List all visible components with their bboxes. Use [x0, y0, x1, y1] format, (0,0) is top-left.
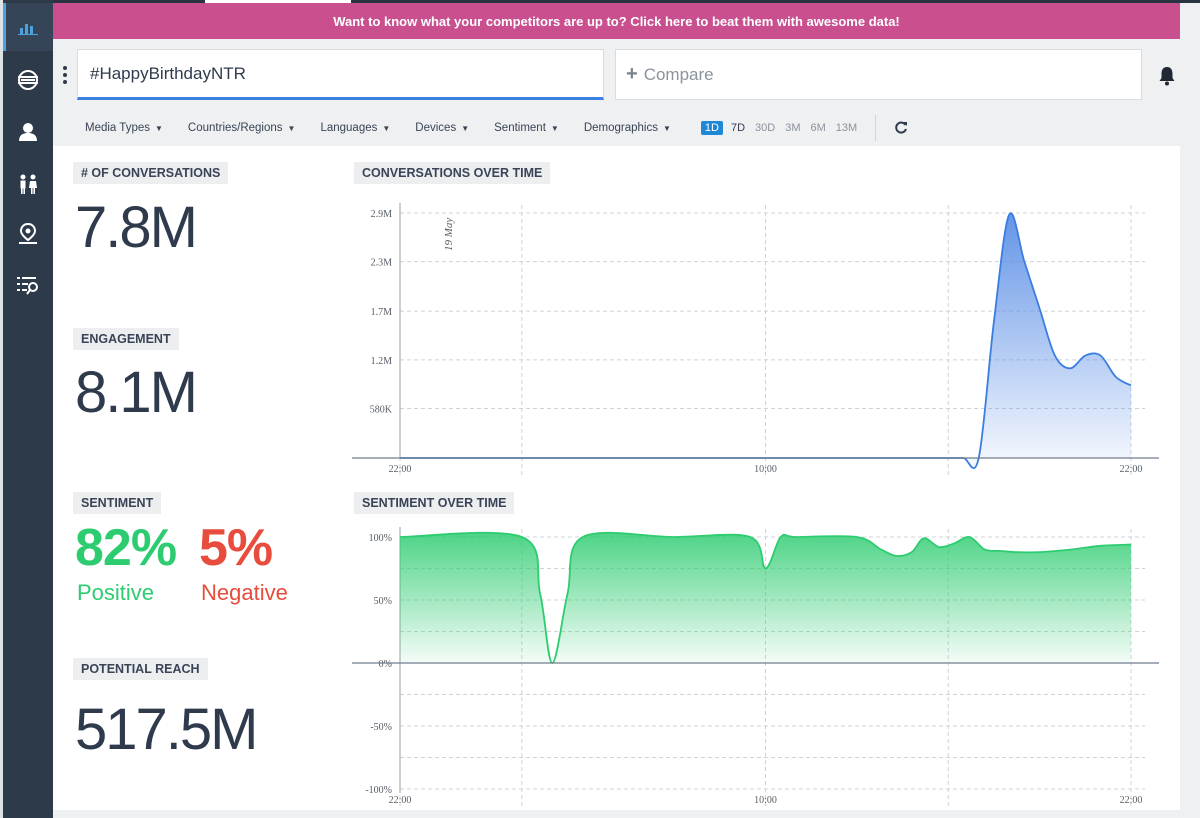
caret-down-icon: ▼ — [461, 123, 470, 133]
filter-devices[interactable]: Devices ▼ — [415, 122, 469, 134]
conversations-chart: 580K 1.2M 1.7M 2.3M 2.9M 22:00 10:00 22:00 19 Ma… — [352, 203, 1159, 476]
caret-down-icon: ▼ — [662, 123, 671, 133]
filter-label: Media Types — [85, 122, 150, 134]
sidebar-item-search-list[interactable] — [3, 261, 53, 309]
engagement-label: ENGAGEMENT — [73, 328, 179, 350]
y-tick-label: 2.3M — [371, 258, 393, 269]
filter-label: Countries/Regions — [187, 122, 283, 134]
filter-label: Languages — [320, 122, 378, 134]
x-tick-label: 10:00 — [754, 795, 777, 806]
location-icon — [19, 223, 37, 244]
y-tick-label: -50% — [370, 722, 392, 733]
series-area — [400, 213, 1131, 469]
conversations-chart-title: CONVERSATIONS OVER TIME — [354, 162, 551, 184]
caret-down-icon: ▼ — [382, 123, 391, 133]
bar-chart-icon — [18, 24, 38, 35]
plus-icon: + — [626, 63, 638, 85]
active-tab-indicator — [205, 0, 351, 3]
dashboard-panel: # OF CONVERSATIONS 7.8M ENGAGEMENT 8.1M … — [53, 146, 1180, 810]
window-top-border — [0, 0, 1200, 3]
filter-sentiment[interactable]: Sentiment ▼ — [494, 122, 559, 134]
compare-input[interactable]: + Compare — [615, 49, 1142, 100]
y-tick-label: 2.9M — [371, 209, 393, 220]
y-tick-label: 50% — [374, 596, 392, 607]
caret-down-icon: ▼ — [550, 123, 559, 133]
caret-down-icon: ▼ — [287, 123, 296, 133]
bell-icon[interactable] — [1158, 66, 1176, 86]
engagement-value: 8.1M — [75, 360, 198, 425]
y-tick-label: 580K — [370, 404, 393, 415]
sidebar — [0, 0, 53, 818]
globe-icon — [18, 70, 38, 90]
x-tick-label: 22:00 — [389, 795, 412, 806]
more-options-icon[interactable] — [62, 66, 68, 84]
filter-bar: Media Types ▼ Countries/Regions ▼ Language… — [53, 112, 1180, 144]
series-line — [399, 531, 1132, 664]
promo-banner[interactable]: Want to know what your competitors are u… — [53, 3, 1180, 39]
filter-label: Sentiment — [494, 122, 546, 134]
sidebar-item-audience[interactable] — [3, 108, 53, 156]
sidebar-item-demographics[interactable] — [3, 160, 53, 208]
sidebar-item-overview[interactable] — [3, 3, 53, 51]
x-tick-label: 22:00 — [1120, 795, 1143, 806]
reach-value: 517.5M — [75, 697, 258, 762]
filter-media-types[interactable]: Media Types ▼ — [85, 122, 163, 134]
x-tick-label: 22:00 — [1120, 464, 1143, 475]
y-tick-label: 0% — [379, 659, 392, 670]
range-7d[interactable]: 7D — [730, 122, 746, 134]
time-range-selector: 1D 7D 30D 3M 6M 13M — [700, 121, 865, 135]
x-tick-label: 22:00 — [389, 464, 412, 475]
x-tick-label: 10:00 — [754, 464, 777, 475]
sentiment-chart: -100% -50% 0% 50% 100% 22:00 10:00 22:00 — [352, 527, 1159, 806]
sidebar-item-location[interactable] — [3, 210, 53, 258]
conversations-value: 7.8M — [75, 195, 198, 260]
filter-label: Demographics — [583, 122, 658, 134]
search-query-text: #HappyBirthdayNTR — [90, 63, 246, 83]
search-list-icon — [17, 277, 38, 295]
refresh-icon[interactable] — [894, 121, 908, 135]
sentiment-chart-title: SENTIMENT OVER TIME — [354, 492, 515, 514]
y-tick-label: 100% — [369, 533, 392, 544]
filter-languages[interactable]: Languages ▼ — [320, 122, 390, 134]
positive-sentiment-label: Positive — [77, 580, 155, 605]
filter-countries-regions[interactable]: Countries/Regions ▼ — [188, 122, 296, 134]
conversations-label: # OF CONVERSATIONS — [73, 162, 229, 184]
filter-divider — [875, 115, 877, 141]
negative-sentiment-label: Negative — [201, 580, 288, 605]
series-area — [400, 532, 1131, 663]
filter-label: Devices — [415, 122, 457, 134]
date-annotation: 19 May — [443, 218, 455, 251]
range-3m[interactable]: 3M — [785, 122, 801, 134]
positive-sentiment-value: 82% — [75, 519, 177, 577]
y-tick-label: -100% — [365, 785, 392, 796]
range-1d[interactable]: 1D — [700, 121, 723, 135]
range-13m[interactable]: 13M — [835, 122, 858, 134]
search-input[interactable]: #HappyBirthdayNTR — [77, 49, 604, 100]
range-6m[interactable]: 6M — [810, 122, 826, 134]
caret-down-icon: ▼ — [155, 123, 163, 133]
compare-label: Compare — [643, 64, 714, 84]
range-30d[interactable]: 30D — [755, 122, 776, 134]
sidebar-item-geography[interactable] — [3, 56, 53, 104]
people-icon — [20, 174, 37, 194]
sentiment-label: SENTIMENT — [73, 492, 162, 514]
reach-label: POTENTIAL REACH — [73, 658, 208, 680]
filter-demographics[interactable]: Demographics ▼ — [584, 122, 671, 134]
query-header: #HappyBirthdayNTR + Compare — [53, 40, 1200, 108]
negative-sentiment-value: 5% — [199, 519, 273, 577]
user-icon — [19, 123, 37, 141]
y-tick-label: 1.7M — [371, 307, 393, 318]
y-tick-label: 1.2M — [371, 356, 393, 367]
